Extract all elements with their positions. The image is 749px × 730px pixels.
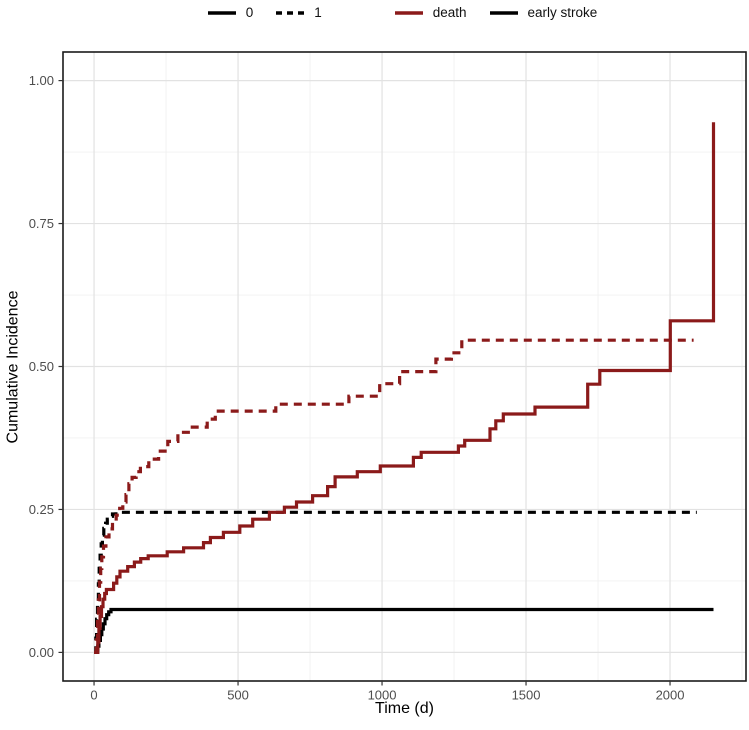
x-axis-title: Time (d) (375, 700, 434, 717)
y-tick-label: 0.75 (29, 216, 54, 231)
legend-group: death early stroke (394, 5, 598, 21)
y-tick-label: 1.00 (29, 73, 54, 88)
y-tick-label: 0.50 (29, 359, 54, 374)
chart-legend: 0 1 death early stroke (0, 0, 749, 26)
legend-item-0: 0 (207, 5, 254, 21)
series-line-death-1 (94, 338, 694, 654)
x-tick-label: 1500 (512, 688, 541, 703)
solid-line-key-icon (207, 11, 236, 15)
x-tick-label: 500 (227, 688, 249, 703)
legend-item-death: death (394, 5, 467, 21)
y-axis-title-text: Cumulative Incidence (4, 290, 21, 443)
y-tick-label: 0.25 (29, 502, 54, 517)
series-line-death-0 (94, 122, 716, 654)
x-tick-label: 0 (90, 688, 97, 703)
y-tick-label: 0.00 (29, 645, 54, 660)
x-tick-label: 1000 (368, 688, 397, 703)
legend-item-1: 1 (275, 5, 322, 21)
series-line-early-stroke-1 (94, 510, 697, 654)
solid-line-key-icon (489, 11, 518, 15)
legend-label: early stroke (527, 5, 598, 21)
legend-label: death (432, 5, 467, 21)
solid-line-key-icon (394, 11, 423, 15)
dashed-line-key-icon (276, 11, 305, 15)
y-axis-title: Cumulative Incidence (0, 52, 26, 681)
legend-label: 1 (314, 5, 322, 21)
legend-label: 0 (245, 5, 254, 21)
x-tick-label: 2000 (656, 688, 685, 703)
legend-item-early-stroke: early stroke (489, 5, 598, 21)
